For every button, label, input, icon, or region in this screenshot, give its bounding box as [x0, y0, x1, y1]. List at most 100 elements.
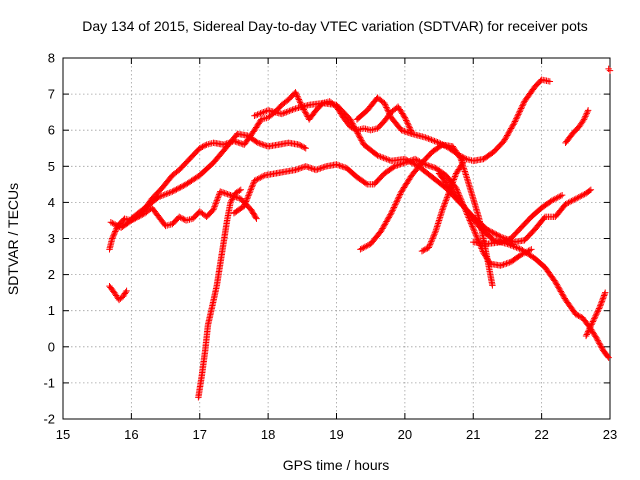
data-point-marker: [303, 163, 311, 171]
data-point-marker: [598, 298, 606, 305]
data-point-marker: [604, 353, 611, 360]
data-point-marker: [109, 233, 117, 241]
x-tick-label: 15: [56, 427, 70, 442]
data-point-marker: [566, 198, 574, 206]
data-point-marker: [404, 120, 411, 127]
data-point-marker: [281, 109, 289, 116]
data-point-marker: [252, 176, 260, 184]
data-point-marker: [429, 137, 437, 144]
data-point-marker: [586, 187, 593, 194]
data-point-marker: [292, 166, 299, 174]
data-point-marker: [420, 247, 427, 254]
data-point-marker: [490, 229, 497, 237]
data-point-marker: [199, 143, 206, 151]
data-point-marker: [358, 245, 366, 252]
data-point-marker: [425, 244, 433, 251]
data-point-marker: [546, 78, 554, 85]
data-point-marker: [393, 198, 400, 205]
data-point-marker: [467, 218, 474, 226]
data-point-marker: [350, 123, 358, 130]
data-point-marker: [592, 333, 599, 340]
data-point-marker: [364, 242, 371, 249]
data-point-marker: [583, 331, 590, 338]
data-point-marker: [586, 325, 593, 332]
data-point-marker: [587, 322, 595, 330]
data-point-marker: [363, 243, 370, 250]
data-point-marker: [605, 354, 612, 361]
data-point-marker: [423, 134, 431, 142]
data-point-marker: [459, 159, 467, 166]
data-point-marker: [403, 156, 410, 164]
data-point-marker: [217, 188, 224, 195]
series-arc-17-rise: [195, 186, 244, 401]
data-point-marker: [340, 163, 348, 171]
data-point-marker: [511, 118, 519, 125]
data-point-marker: [596, 303, 603, 311]
data-point-marker: [426, 136, 434, 143]
data-point-marker: [360, 244, 367, 251]
data-point-marker: [390, 204, 398, 211]
data-point-marker: [489, 236, 496, 243]
data-point-marker: [606, 67, 614, 74]
data-point-marker: [404, 157, 411, 164]
data-point-marker: [210, 206, 217, 213]
data-point-marker: [489, 229, 496, 236]
data-point-marker: [514, 112, 521, 119]
data-point-marker: [242, 199, 249, 207]
data-point-marker: [236, 187, 243, 194]
data-point-marker: [498, 261, 506, 269]
data-point-marker: [398, 127, 405, 134]
data-point-marker: [509, 122, 516, 129]
data-point-marker: [504, 130, 512, 138]
data-point-marker: [461, 155, 469, 162]
data-point-marker: [550, 196, 557, 204]
data-point-marker: [513, 115, 520, 122]
data-point-marker: [258, 173, 265, 181]
data-point-marker: [211, 201, 219, 209]
data-point-marker: [557, 288, 565, 295]
data-point-marker: [556, 286, 564, 294]
data-point-marker: [402, 115, 409, 123]
data-point-marker: [515, 111, 522, 118]
data-point-marker: [383, 155, 390, 163]
data-point-marker: [568, 197, 575, 205]
data-point-marker: [429, 163, 436, 171]
data-point-marker: [202, 142, 209, 149]
data-point-marker: [278, 110, 285, 118]
data-point-marker: [510, 121, 517, 128]
data-point-marker: [428, 136, 435, 144]
data-point-marker: [519, 102, 526, 109]
data-point-marker: [315, 165, 323, 173]
data-point-marker: [177, 214, 184, 221]
data-point-marker: [428, 238, 435, 245]
data-point-marker: [298, 142, 305, 150]
data-point-marker: [261, 142, 269, 149]
data-point-marker: [214, 195, 221, 203]
data-point-marker: [489, 282, 496, 289]
data-point-marker: [196, 145, 203, 152]
data-point-marker: [295, 165, 302, 173]
data-point-marker: [411, 155, 419, 163]
data-point-marker: [305, 164, 312, 171]
data-point-marker: [254, 111, 261, 118]
data-point-marker: [229, 194, 237, 202]
data-point-marker: [508, 123, 516, 131]
data-point-marker: [586, 324, 594, 331]
data-point-marker: [443, 195, 450, 203]
data-point-marker: [210, 204, 218, 212]
data-point-marker: [571, 196, 578, 203]
y-tick-label: -1: [43, 375, 55, 390]
data-point-marker: [595, 305, 603, 312]
data-point-marker: [386, 111, 394, 118]
data-point-marker: [553, 281, 561, 288]
data-point-marker: [601, 290, 608, 298]
data-point-marker: [178, 183, 186, 190]
data-point-marker: [405, 158, 413, 165]
data-markers: [106, 65, 614, 401]
series-arc-22-rise: [562, 107, 592, 147]
data-point-marker: [383, 218, 390, 225]
data-point-marker: [339, 163, 346, 170]
data-point-marker: [559, 292, 567, 299]
data-point-marker: [374, 152, 381, 159]
data-point-marker: [442, 197, 450, 204]
